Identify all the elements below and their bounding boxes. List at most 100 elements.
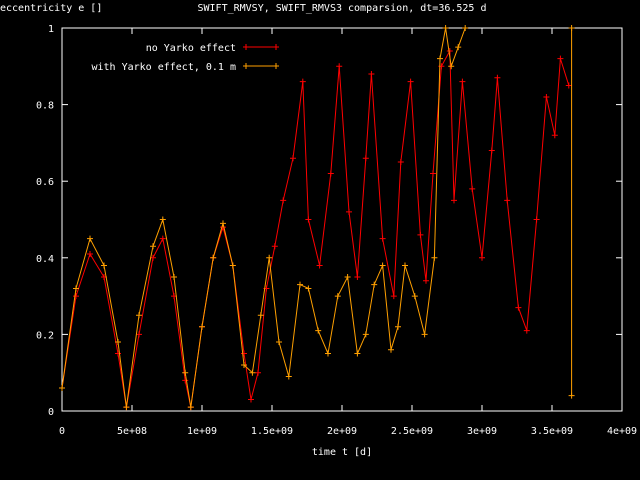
x-tick-label: 3.5e+09 bbox=[531, 426, 573, 437]
series-1 bbox=[59, 25, 469, 411]
data-point bbox=[395, 323, 401, 330]
x-tick-label: 1.5e+09 bbox=[251, 426, 293, 437]
x-tick-label: 5e+08 bbox=[117, 426, 147, 437]
y-tick-label: 0.2 bbox=[36, 330, 54, 341]
data-point bbox=[469, 185, 476, 192]
legend-label-with-yarko: with Yarko effect, 0.1 m bbox=[92, 62, 237, 73]
data-point bbox=[210, 254, 217, 261]
data-point bbox=[255, 369, 261, 376]
series-0 bbox=[59, 47, 572, 411]
legend-marker bbox=[243, 63, 249, 69]
data-point bbox=[379, 262, 386, 269]
data-point bbox=[551, 132, 558, 139]
data-point bbox=[533, 216, 540, 223]
data-point bbox=[115, 339, 121, 346]
x-tick-label: 4e+09 bbox=[607, 426, 637, 437]
data-point bbox=[362, 331, 369, 338]
data-point bbox=[159, 235, 166, 242]
data-point bbox=[248, 396, 254, 403]
data-point bbox=[285, 373, 292, 380]
y-tick-label: 0.4 bbox=[36, 254, 54, 265]
data-point bbox=[299, 78, 306, 85]
data-point bbox=[136, 331, 142, 338]
data-point bbox=[334, 293, 341, 300]
series-layer bbox=[59, 25, 575, 411]
data-point bbox=[136, 312, 142, 319]
data-point bbox=[437, 55, 443, 62]
data-point bbox=[305, 216, 312, 223]
legend: no Yarko effect with Yarko effect, 0.1 m bbox=[92, 43, 279, 73]
data-point bbox=[565, 82, 572, 89]
data-point bbox=[354, 273, 361, 280]
data-point bbox=[459, 78, 466, 85]
data-point bbox=[73, 285, 79, 292]
data-point bbox=[479, 254, 485, 261]
data-point bbox=[336, 63, 343, 70]
data-point bbox=[87, 250, 93, 257]
legend-marker bbox=[273, 44, 279, 50]
data-point bbox=[421, 331, 428, 338]
data-point bbox=[241, 350, 247, 357]
data-point bbox=[543, 93, 550, 100]
legend-marker bbox=[243, 44, 249, 50]
legend-marker bbox=[273, 63, 279, 69]
data-point bbox=[271, 243, 278, 250]
data-point bbox=[397, 159, 404, 166]
data-point bbox=[504, 197, 511, 204]
x-tick-label: 3e+09 bbox=[467, 426, 497, 437]
data-point bbox=[315, 327, 322, 334]
data-point bbox=[87, 235, 93, 242]
data-point bbox=[199, 323, 205, 330]
data-point bbox=[411, 293, 418, 300]
data-point bbox=[362, 155, 369, 162]
data-point bbox=[568, 392, 575, 399]
chart-title: SWIFT_RMVSY, SWIFT_RMVS3 comparsion, dt=… bbox=[198, 3, 487, 14]
data-point bbox=[344, 273, 351, 280]
data-point bbox=[423, 277, 429, 284]
data-point bbox=[402, 262, 408, 269]
series-2 bbox=[568, 25, 575, 399]
data-point bbox=[266, 254, 273, 261]
data-point bbox=[150, 243, 156, 250]
data-point bbox=[346, 208, 352, 215]
data-point bbox=[354, 350, 361, 357]
data-point bbox=[241, 362, 247, 369]
data-point bbox=[431, 254, 438, 261]
data-point bbox=[229, 262, 236, 269]
data-point bbox=[494, 74, 501, 81]
data-point bbox=[388, 346, 394, 353]
data-point bbox=[390, 293, 397, 300]
data-point bbox=[371, 281, 378, 288]
data-point bbox=[73, 293, 79, 300]
data-point bbox=[379, 235, 386, 242]
y-tick-label: 1 bbox=[48, 24, 54, 35]
data-point bbox=[220, 220, 226, 227]
data-point bbox=[249, 369, 256, 376]
data-point bbox=[451, 197, 457, 204]
data-point bbox=[187, 404, 194, 411]
data-point bbox=[462, 25, 469, 31]
data-point bbox=[182, 369, 189, 376]
data-point bbox=[488, 147, 495, 154]
y-tick-label: 0 bbox=[48, 407, 54, 418]
y-tick-label: 0.6 bbox=[36, 177, 54, 188]
data-point bbox=[159, 216, 166, 223]
data-point bbox=[568, 25, 575, 31]
x-axis-ticks: 0 5e+08 1e+09 1.5e+09 2e+09 2.5e+09 3e+09 3.5e+… bbox=[59, 28, 637, 437]
data-point bbox=[327, 170, 334, 177]
data-point bbox=[316, 262, 323, 269]
data-point bbox=[368, 70, 375, 77]
data-point bbox=[417, 231, 424, 238]
data-point bbox=[123, 404, 130, 411]
data-point bbox=[442, 25, 449, 31]
data-point bbox=[276, 339, 282, 346]
data-point bbox=[455, 44, 462, 51]
data-point bbox=[257, 312, 264, 319]
x-tick-label: 1e+09 bbox=[187, 426, 217, 437]
data-point bbox=[115, 350, 121, 357]
x-tick-label: 2.5e+09 bbox=[391, 426, 433, 437]
x-axis-label: time t [d] bbox=[312, 447, 372, 458]
data-point bbox=[305, 285, 312, 292]
x-tick-label: 2e+09 bbox=[327, 426, 357, 437]
